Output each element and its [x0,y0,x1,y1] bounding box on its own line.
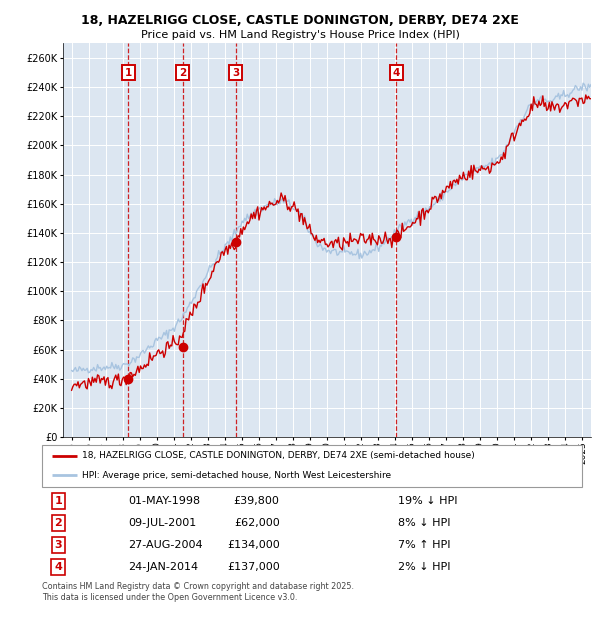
Text: £62,000: £62,000 [234,518,280,528]
Text: 19% ↓ HPI: 19% ↓ HPI [398,496,458,506]
Text: £137,000: £137,000 [227,562,280,572]
Text: 1: 1 [55,496,62,506]
Text: 27-AUG-2004: 27-AUG-2004 [128,540,203,550]
Text: 8% ↓ HPI: 8% ↓ HPI [398,518,451,528]
Text: 2: 2 [55,518,62,528]
Text: HPI: Average price, semi-detached house, North West Leicestershire: HPI: Average price, semi-detached house,… [83,471,392,480]
Text: 3: 3 [232,68,239,78]
Text: 18, HAZELRIGG CLOSE, CASTLE DONINGTON, DERBY, DE74 2XE (semi-detached house): 18, HAZELRIGG CLOSE, CASTLE DONINGTON, D… [83,451,475,461]
Text: 18, HAZELRIGG CLOSE, CASTLE DONINGTON, DERBY, DE74 2XE: 18, HAZELRIGG CLOSE, CASTLE DONINGTON, D… [81,14,519,27]
Text: 3: 3 [55,540,62,550]
Text: 2: 2 [179,68,186,78]
Text: 7% ↑ HPI: 7% ↑ HPI [398,540,451,550]
Text: Contains HM Land Registry data © Crown copyright and database right 2025.
This d: Contains HM Land Registry data © Crown c… [42,582,354,603]
Text: £39,800: £39,800 [234,496,280,506]
Text: 01-MAY-1998: 01-MAY-1998 [128,496,200,506]
Text: Price paid vs. HM Land Registry's House Price Index (HPI): Price paid vs. HM Land Registry's House … [140,30,460,40]
Text: 4: 4 [54,562,62,572]
Text: 1: 1 [125,68,132,78]
Text: 2% ↓ HPI: 2% ↓ HPI [398,562,451,572]
Text: £134,000: £134,000 [227,540,280,550]
Text: 09-JUL-2001: 09-JUL-2001 [128,518,197,528]
Text: 4: 4 [392,68,400,78]
Text: 24-JAN-2014: 24-JAN-2014 [128,562,199,572]
FancyBboxPatch shape [42,445,582,487]
